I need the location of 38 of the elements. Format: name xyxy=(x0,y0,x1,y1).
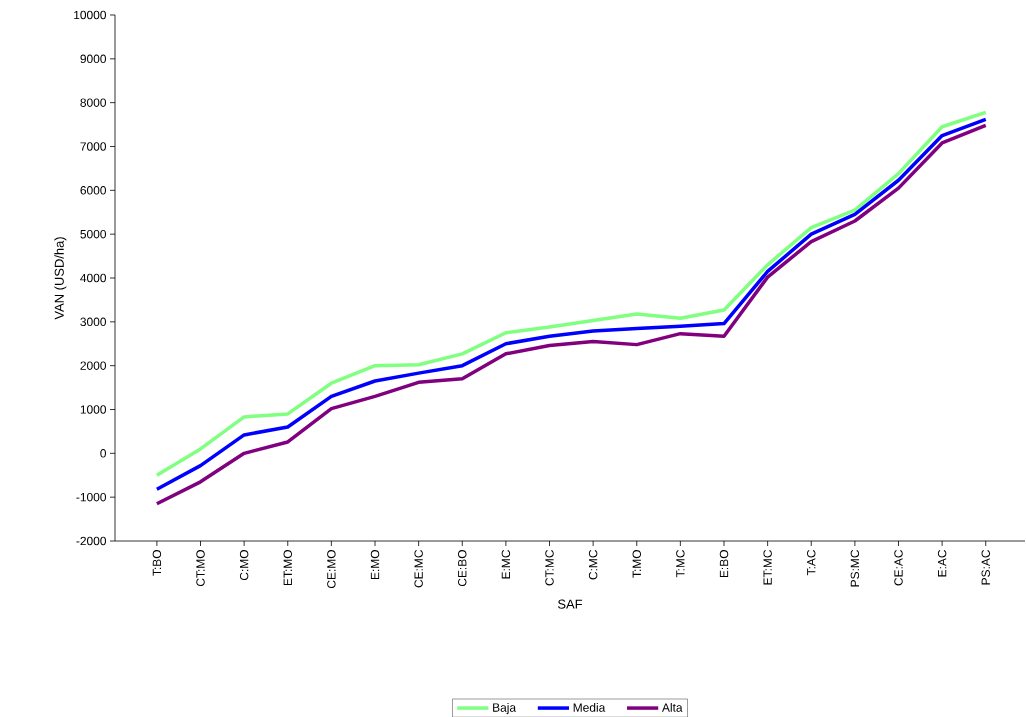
y-tick-label: 1000 xyxy=(80,405,107,414)
x-tick-label: E:AC xyxy=(937,549,947,577)
y-tick-label: 2000 xyxy=(80,361,107,370)
x-axis-title: SAF xyxy=(558,599,583,609)
legend-label: Baja xyxy=(493,703,517,715)
x-tick-label: E:BO xyxy=(719,550,729,578)
y-tick-label: 7000 xyxy=(80,142,107,151)
y-tick-label: 10000 xyxy=(74,10,107,20)
x-tick-label: CE:MC xyxy=(414,549,423,588)
x-tick-label: PS:AC xyxy=(981,549,990,585)
y-tick-label: 5000 xyxy=(80,229,107,239)
y-tick-label: 6000 xyxy=(80,186,107,195)
x-tick-label: T:AC xyxy=(807,549,816,576)
y-tick-label: 4000 xyxy=(80,273,107,283)
legend-label: Media xyxy=(573,703,606,712)
y-tick-label: -2000 xyxy=(76,536,107,546)
x-tick-label: ET:MC xyxy=(763,549,772,585)
x-tick-label: CE:MO xyxy=(327,550,336,589)
y-tick-label: 3000 xyxy=(80,317,107,327)
x-tick-label: CE:BO xyxy=(458,550,467,587)
x-tick-label: T:MC xyxy=(676,549,685,578)
y-tick-label: 9000 xyxy=(80,54,107,64)
y-axis-title: VAN (USD/ha) xyxy=(54,237,67,320)
y-tick-label: 0 xyxy=(100,449,107,458)
legend-label: Alta xyxy=(661,703,683,712)
x-tick-label: C:MO xyxy=(239,550,249,581)
x-tick-label: CT:MC xyxy=(545,549,554,586)
x-tick-label: CT:MO xyxy=(196,550,205,587)
x-tick-label: E:MC xyxy=(501,549,511,579)
x-tick-label: T:MO xyxy=(632,550,641,578)
y-tick-label: -1000 xyxy=(76,492,107,502)
x-tick-label: ET:MO xyxy=(283,550,292,586)
x-tick-label: E:MO xyxy=(370,550,380,580)
x-tick-label: T:BO xyxy=(152,550,162,576)
x-tick-label: C:MC xyxy=(588,549,598,580)
x-tick-label: CE:AC xyxy=(894,549,903,586)
y-tick-label: 8000 xyxy=(80,98,107,107)
x-tick-label: PS:MC xyxy=(850,549,860,587)
